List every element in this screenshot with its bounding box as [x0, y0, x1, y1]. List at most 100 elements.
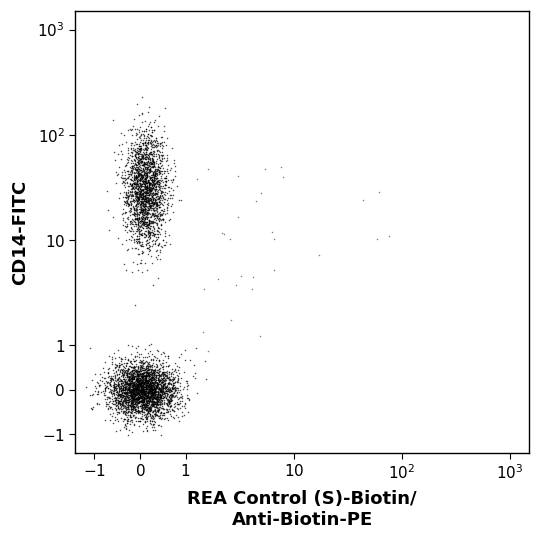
Point [124, 192, 132, 200]
Point [142, 148, 151, 157]
Point [118, 380, 126, 389]
Point [151, 189, 160, 198]
Point [165, 398, 174, 407]
Point [138, 217, 147, 225]
Point [115, 360, 124, 369]
Point [152, 383, 161, 392]
Point [141, 377, 150, 386]
Point [141, 368, 150, 376]
Point [137, 388, 146, 397]
Point [148, 396, 157, 405]
Point [124, 172, 133, 181]
Point [125, 191, 133, 199]
Point [105, 225, 113, 234]
Point [129, 364, 138, 373]
Point [174, 366, 183, 375]
Point [135, 229, 144, 238]
Point [117, 378, 125, 387]
Point [148, 368, 157, 377]
Point [143, 402, 152, 410]
Point [170, 379, 178, 387]
Point [124, 363, 132, 372]
Point [147, 374, 156, 383]
Point [153, 380, 162, 389]
Point [157, 404, 166, 413]
Point [150, 186, 159, 194]
Point [150, 393, 159, 401]
Point [175, 369, 184, 377]
Point [149, 391, 158, 400]
Point [138, 141, 147, 150]
Point [144, 178, 152, 187]
Point [143, 194, 151, 202]
Point [134, 153, 143, 161]
Point [124, 188, 133, 197]
Point [135, 381, 144, 390]
Point [136, 146, 145, 155]
Point [121, 188, 130, 197]
Point [145, 159, 153, 167]
Point [150, 167, 158, 176]
Point [112, 401, 121, 409]
Point [147, 373, 156, 382]
Point [150, 397, 158, 406]
Point [161, 352, 170, 360]
Point [261, 165, 269, 173]
Point [141, 259, 150, 267]
Point [174, 394, 183, 402]
Point [144, 378, 152, 387]
Point [122, 223, 130, 232]
Point [131, 229, 139, 238]
Point [166, 375, 174, 383]
Point [130, 373, 138, 381]
Point [136, 379, 144, 388]
Point [99, 379, 108, 387]
Point [122, 378, 131, 387]
Point [144, 188, 152, 197]
Point [149, 397, 158, 406]
Point [130, 125, 139, 133]
Point [146, 373, 155, 382]
Point [131, 188, 140, 197]
Point [124, 187, 132, 196]
Point [139, 151, 147, 160]
Point [139, 388, 148, 396]
Point [132, 148, 141, 157]
Point [134, 218, 143, 227]
Point [131, 147, 139, 156]
Point [157, 369, 165, 378]
Point [128, 151, 137, 160]
Point [143, 166, 152, 174]
Point [106, 372, 115, 380]
Point [139, 384, 148, 393]
Point [148, 375, 157, 384]
Point [127, 384, 136, 393]
Point [131, 165, 139, 173]
Point [118, 386, 127, 394]
Point [143, 186, 151, 195]
Point [165, 165, 174, 174]
Point [148, 184, 157, 192]
Point [141, 199, 150, 207]
Point [138, 229, 146, 238]
Point [156, 168, 165, 177]
Point [145, 220, 153, 228]
Point [132, 197, 141, 205]
Point [131, 215, 139, 224]
Point [117, 379, 126, 388]
Point [165, 368, 173, 376]
Point [132, 180, 141, 189]
Point [152, 395, 161, 404]
Point [153, 187, 161, 195]
Point [105, 398, 113, 407]
Point [152, 391, 161, 400]
Point [131, 400, 139, 408]
Point [143, 167, 151, 176]
Point [149, 400, 158, 409]
Point [161, 383, 170, 391]
Point [138, 166, 147, 175]
Point [165, 385, 173, 394]
Point [167, 393, 176, 401]
Point [137, 404, 146, 413]
Point [139, 220, 148, 229]
